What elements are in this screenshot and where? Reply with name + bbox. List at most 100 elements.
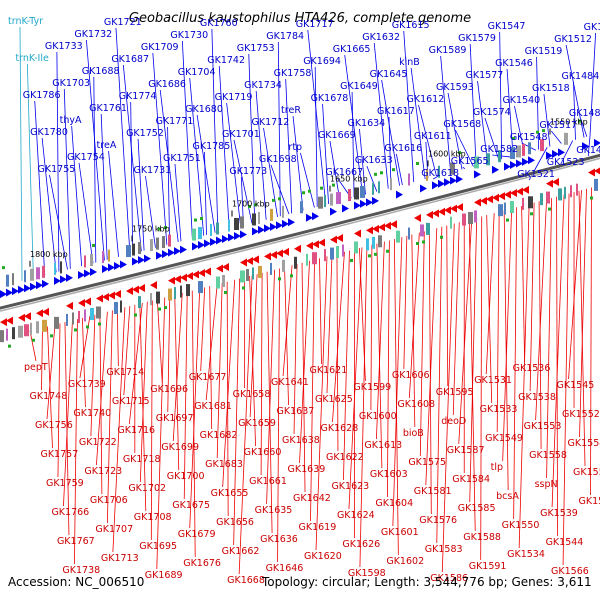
gene-leader-line (266, 271, 273, 534)
forward-gene-arrow (474, 170, 481, 179)
gene-leader-line (359, 246, 368, 568)
reverse-gene-arrow (108, 291, 115, 300)
cog-color-bar (504, 202, 506, 215)
cog-color-bar (72, 312, 74, 325)
gene-leader-line (90, 314, 96, 437)
gene-label-upper: GK1771 (156, 116, 194, 127)
gene-leader-line (496, 211, 500, 433)
gene-label-lower: GK1722 (79, 437, 117, 448)
cog-color-bar (510, 201, 514, 214)
gene-leader-line (233, 278, 241, 546)
gene-leader-line (535, 199, 548, 421)
kbp-label: 1600 kbp (428, 149, 466, 158)
cog-color-bar (372, 182, 374, 195)
gene-label-upper: GK1484 (561, 71, 599, 82)
cog-color-bar (96, 306, 101, 319)
gene-label-upper: GK1734 (244, 80, 282, 91)
genome-backbone-shadow (0, 157, 600, 312)
gene-label-lower: GK1544 (546, 537, 584, 548)
gene-label-lower: GK1708 (134, 512, 172, 523)
gene-label-lower: GK1689 (145, 570, 183, 581)
topology-text: Topology: circular; Length: 3,544,776 bp… (261, 575, 592, 589)
gene-label-upper: GK1523 (547, 157, 585, 168)
rna-marker (308, 189, 311, 193)
forward-gene-arrow (528, 156, 535, 165)
reverse-gene-arrow (492, 193, 499, 202)
gene-leader-line (63, 88, 71, 269)
kbp-label: 1650 kbp (330, 175, 368, 184)
gene-label-lower: sspN (535, 479, 558, 490)
gene-label-lower: GK1759 (46, 478, 84, 489)
upper-gene-labels: trnK-Tyr trnK-Ile GK1786 GK1780 GK1755 GK1733… (8, 16, 600, 180)
gene-leader-line (322, 103, 329, 204)
gene-label-lower: GK1555 (573, 467, 600, 478)
gene-label-lower: bioB (403, 428, 424, 439)
forward-gene-arrow (546, 151, 553, 160)
gene-leader-line (189, 77, 205, 236)
gene-leader-line (518, 203, 530, 549)
gene-label-lower: tlp (491, 462, 503, 473)
forward-gene-arrow (42, 279, 49, 288)
cog-color-bar (156, 291, 160, 304)
reverse-gene-arrow (222, 263, 229, 272)
gene-leader-line (122, 64, 142, 252)
cog-color-bar (372, 236, 375, 249)
gene-label-upper: GK1540 (502, 95, 540, 106)
cog-color-bar (282, 205, 284, 218)
gene-label-upper: GK1483 (569, 108, 600, 119)
gene-leader-line (529, 202, 535, 392)
cog-color-bar (210, 224, 212, 237)
gene-leader-line (204, 151, 207, 235)
gene-leader-line (282, 265, 293, 377)
gene-leader-line (174, 163, 182, 242)
rna-marker (512, 137, 515, 141)
gene-leader-line (156, 299, 163, 384)
gene-label-lower: GK1558 (529, 450, 567, 461)
gene-leader-line (266, 269, 275, 505)
gene-leader-line (551, 130, 562, 144)
gene-label-upper: treA (97, 140, 117, 151)
forward-gene-arrow (450, 176, 457, 185)
rna-marker (98, 322, 101, 326)
reverse-gene-arrow (294, 244, 301, 253)
gene-leader-line (359, 248, 366, 382)
rna-marker (74, 328, 77, 332)
gene-leader-line (233, 139, 253, 224)
gene-label-lower: GK1738 (62, 565, 100, 576)
gene-leader-line (587, 135, 591, 157)
cog-color-bar (24, 270, 26, 283)
gene-label-upper: GK1760 (200, 18, 238, 29)
forward-gene-arrow (18, 285, 25, 294)
gene-label-lower: GK1585 (458, 503, 496, 514)
gene-leader-line (174, 294, 180, 471)
cog-color-bar (42, 265, 45, 278)
gene-label-lower: GK1707 (95, 524, 133, 535)
gene-leader-line (452, 222, 460, 416)
cog-color-bar (408, 173, 410, 186)
cog-color-bar (330, 247, 334, 260)
rna-marker (158, 227, 161, 231)
gene-leader-line (300, 152, 315, 208)
gene-label-upper: trnK-Tyr (8, 16, 43, 27)
forward-gene-arrow (282, 219, 289, 228)
gene-leader-line (285, 78, 293, 214)
cog-color-bar (330, 193, 333, 206)
gene-label-upper: GK1730 (170, 30, 208, 41)
forward-gene-arrow (90, 267, 97, 276)
gene-leader-line (123, 306, 131, 396)
gene-leader-line (299, 260, 310, 464)
gene-leader-line (441, 223, 455, 573)
gene-label-lower: GK1683 (205, 459, 243, 470)
cog-color-bar (108, 249, 110, 262)
gene-leader-line (351, 91, 355, 198)
reverse-gene-arrow (240, 258, 247, 267)
gene-label-lower: GK1550 (502, 520, 540, 531)
reverse-gene-arrow (246, 256, 253, 265)
gene-label-lower: GK1623 (331, 481, 369, 492)
gene-label-lower: GK1700 (167, 471, 205, 482)
gene-label-lower: GK1591 (469, 561, 507, 572)
gene-leader-line (446, 225, 449, 387)
forward-gene-arrow (168, 248, 175, 257)
cog-color-bar (342, 244, 344, 257)
reverse-gene-arrow (474, 198, 481, 207)
